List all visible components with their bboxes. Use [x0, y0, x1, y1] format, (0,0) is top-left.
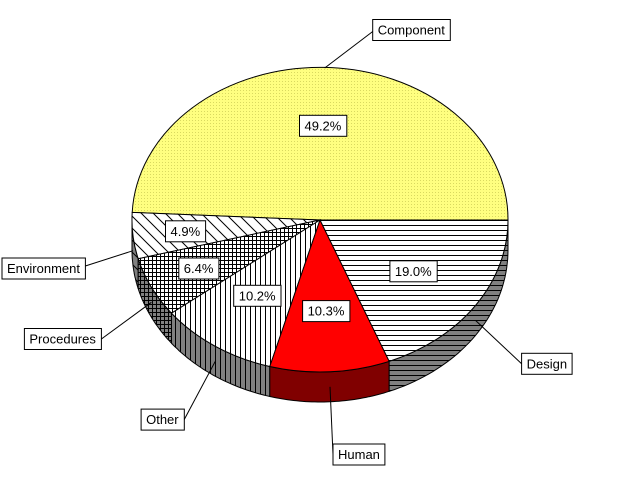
- svg-text:10.3%: 10.3%: [308, 304, 345, 319]
- svg-text:6.4%: 6.4%: [184, 261, 214, 276]
- svg-text:Environment: Environment: [7, 261, 80, 276]
- svg-text:49.2%: 49.2%: [304, 118, 341, 133]
- pct-label-environment: 4.9%: [165, 220, 207, 243]
- svg-text:Component: Component: [378, 23, 446, 38]
- category-label-environment: Environment: [1, 257, 86, 280]
- leader-line-other: [183, 361, 216, 420]
- category-label-component: Component: [372, 19, 451, 41]
- pct-label-other: 10.2%: [233, 284, 282, 307]
- leader-line-design: [475, 320, 522, 365]
- svg-text:10.2%: 10.2%: [239, 288, 276, 303]
- pct-label-human: 10.3%: [302, 300, 351, 323]
- svg-text:19.0%: 19.0%: [395, 264, 432, 279]
- leader-line-environment: [77, 250, 134, 269]
- category-label-human: Human: [332, 443, 386, 466]
- category-label-procedures: Procedures: [23, 328, 102, 350]
- pct-label-procedures: 6.4%: [178, 257, 220, 280]
- pie-slice-human: [269, 218, 390, 373]
- category-label-design: Design: [521, 352, 573, 375]
- pie-slice-design: [319, 219, 509, 362]
- svg-text:Other: Other: [146, 412, 179, 427]
- svg-text:4.9%: 4.9%: [171, 224, 201, 239]
- category-label-other: Other: [140, 408, 185, 431]
- svg-text:Design: Design: [527, 356, 567, 371]
- leader-line-component: [324, 29, 376, 69]
- svg-text:Procedures: Procedures: [29, 332, 96, 347]
- svg-text:Human: Human: [338, 447, 380, 462]
- pct-label-component: 49.2%: [299, 114, 348, 137]
- leader-line-human: [329, 386, 334, 455]
- pct-label-design: 19.0%: [389, 260, 438, 283]
- leader-line-procedures: [101, 301, 152, 340]
- pie-slice-component: [131, 66, 509, 221]
